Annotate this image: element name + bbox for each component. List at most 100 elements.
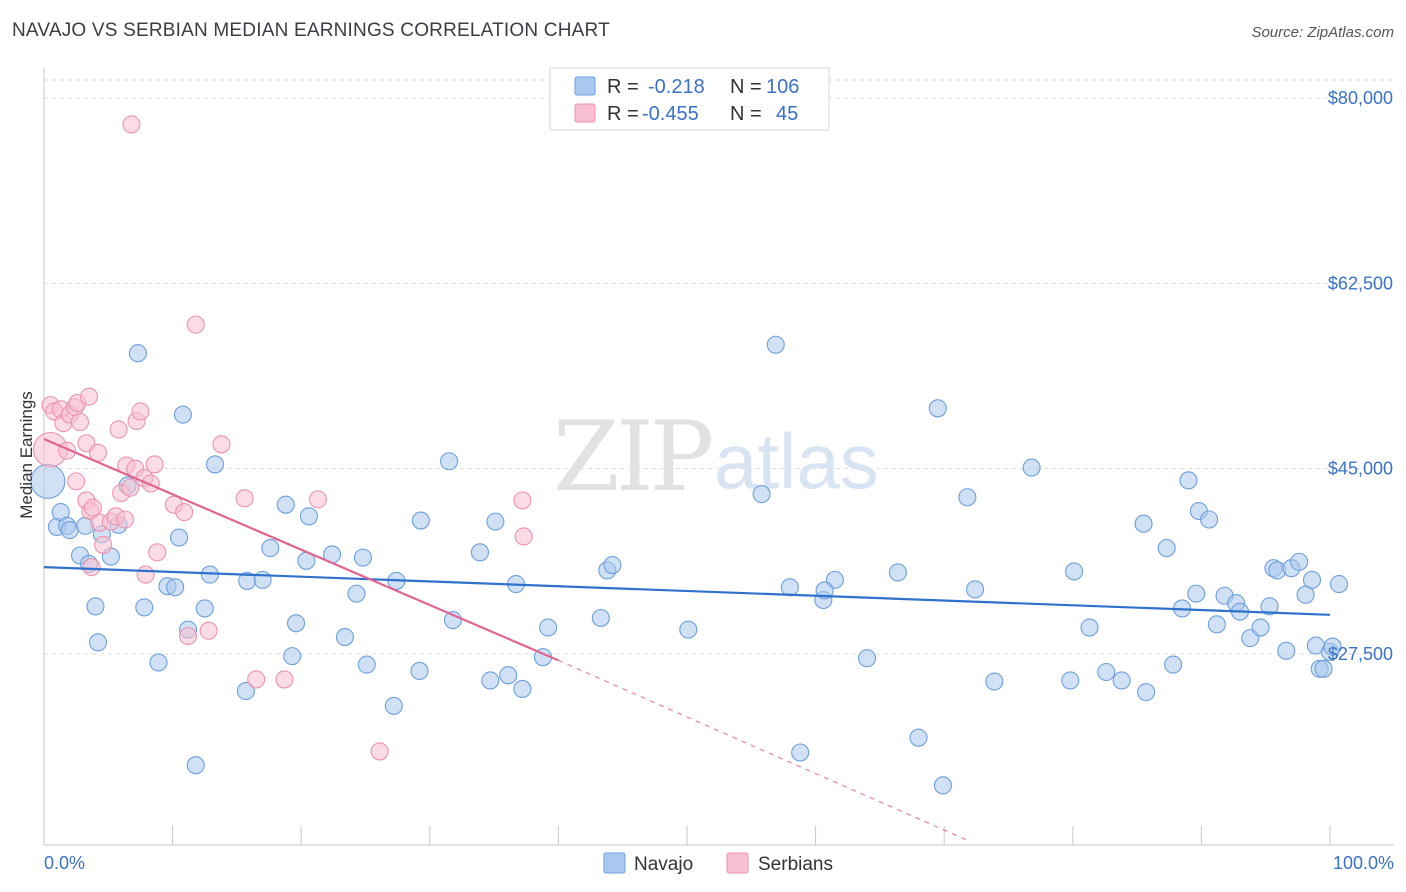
navajo-point xyxy=(1207,615,1226,634)
y-tick-label: $45,000 xyxy=(1328,459,1393,479)
navajo-point xyxy=(791,743,810,762)
watermark-atlas: atlas xyxy=(714,417,879,505)
navajo-point xyxy=(287,614,306,633)
legend-swatch-navajo xyxy=(574,76,596,96)
navajo-point xyxy=(1112,671,1131,690)
navajo-point xyxy=(1164,655,1183,674)
serbian-point xyxy=(175,503,194,522)
navajo-point xyxy=(440,452,459,471)
navajo-point xyxy=(513,679,532,698)
navajo-point xyxy=(60,521,79,540)
legend-bottom-label-navajo: Navajo xyxy=(634,854,693,875)
navajo-trend-line xyxy=(43,566,1331,616)
x-tick-label-min: 0.0% xyxy=(44,853,85,873)
navajo-point xyxy=(276,495,295,514)
navajo-point xyxy=(1329,575,1349,594)
navajo-point xyxy=(410,661,429,680)
legend-r-value-serbians: -0.455 xyxy=(642,103,699,125)
serbian-point xyxy=(370,742,389,761)
navajo-point xyxy=(135,598,154,617)
navajo-point xyxy=(766,335,785,354)
legend-bottom-swatch-navajo xyxy=(603,852,626,874)
navajo-point xyxy=(539,618,558,637)
serbian-point xyxy=(235,489,254,508)
navajo-point xyxy=(752,485,771,504)
legend-series: Navajo Serbians xyxy=(603,852,833,875)
navajo-point xyxy=(958,488,977,507)
serbian-point xyxy=(514,527,533,546)
legend-n-label-navajo: N = xyxy=(730,76,762,98)
navajo-point xyxy=(236,682,255,701)
watermark: ZIP atlas xyxy=(553,401,879,513)
navajo-point xyxy=(195,599,214,618)
navajo-point xyxy=(603,555,622,575)
serbian-trend-extension xyxy=(558,659,971,843)
legend-r-value-navajo: -0.218 xyxy=(648,76,705,98)
navajo-point xyxy=(1179,471,1198,490)
serbian-point xyxy=(82,558,101,577)
legend-r-label-navajo: R = xyxy=(607,76,639,98)
serbian-point xyxy=(145,455,164,474)
serbian-point xyxy=(131,402,150,421)
serbian-point xyxy=(109,420,128,439)
navajo-point xyxy=(299,507,318,526)
navajo-point xyxy=(888,563,907,582)
y-tick-label: $80,000 xyxy=(1328,88,1393,108)
navajo-point xyxy=(1157,539,1176,558)
serbian-point xyxy=(178,626,198,646)
navajo-point xyxy=(283,647,302,666)
serbian-trend-line xyxy=(43,438,559,662)
navajo-point xyxy=(1200,510,1219,529)
serbian-point xyxy=(94,535,113,554)
serbian-point xyxy=(79,387,99,406)
serbian-point xyxy=(67,472,86,491)
navajo-point xyxy=(1302,570,1322,589)
serbian-point xyxy=(247,670,266,689)
navajo-point xyxy=(481,671,500,690)
serbian-point xyxy=(122,115,141,134)
navajo-point xyxy=(261,539,280,558)
navajo-point xyxy=(335,628,354,647)
gridlines xyxy=(44,79,1394,655)
navajo-point xyxy=(353,548,372,567)
x-tick-label-max: 100.0% xyxy=(1333,853,1394,873)
navajo-point xyxy=(499,666,518,685)
y-tick-label: $62,500 xyxy=(1328,273,1393,293)
chart-title: NAVAJO VS SERBIAN MEDIAN EARNINGS CORREL… xyxy=(12,20,610,41)
legend-stats-box xyxy=(549,67,830,131)
navajo-point xyxy=(1277,641,1296,660)
serbian-point xyxy=(212,435,231,454)
navajo-point xyxy=(128,344,147,363)
navajo-point xyxy=(1097,662,1116,682)
navajo-point xyxy=(470,543,490,562)
navajo-point xyxy=(1061,671,1080,690)
navajo-point xyxy=(486,512,505,531)
y-axis-label: Median Earnings xyxy=(17,391,36,519)
legend-bottom-label-serbians: Serbians xyxy=(758,854,833,875)
serbian-point xyxy=(115,510,135,529)
navajo-point xyxy=(169,528,189,547)
navajo-point xyxy=(1065,562,1084,581)
serbian-point xyxy=(308,490,327,509)
navajo-point xyxy=(186,756,205,775)
navajo-point xyxy=(347,584,366,603)
legend-n-value-navajo: 106 xyxy=(766,76,799,98)
navajo-point xyxy=(928,399,947,418)
navajo-point xyxy=(1323,637,1342,656)
navajo-point xyxy=(933,776,952,795)
navajo-point xyxy=(253,570,272,589)
serbian-point xyxy=(275,670,294,689)
legend-n-value-serbians: 45 xyxy=(776,103,798,125)
watermark-zip: ZIP xyxy=(553,401,712,513)
navajo-point xyxy=(88,633,108,652)
serbian-point xyxy=(136,565,155,584)
navajo-point xyxy=(591,608,610,628)
navajo-point xyxy=(857,649,877,668)
navajo-point xyxy=(1137,683,1156,702)
navajo-point xyxy=(173,405,192,424)
navajo-point xyxy=(909,728,928,747)
navajo-point xyxy=(1022,458,1041,477)
trend-lines xyxy=(43,438,1331,843)
navajo-point xyxy=(1251,618,1270,637)
